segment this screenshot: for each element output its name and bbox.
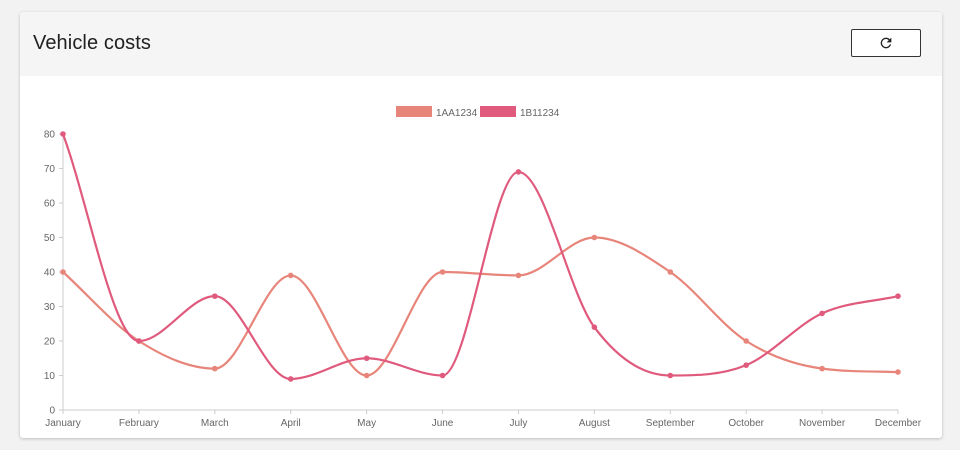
data-point-series-1 (895, 369, 901, 375)
x-tick-label: June (432, 418, 454, 429)
data-point-series-1 (819, 365, 825, 372)
data-point-series-2 (212, 293, 218, 299)
legend-label: 1B11234 (520, 108, 560, 119)
data-point-series-1 (591, 234, 598, 241)
x-tick-label: March (201, 418, 229, 429)
data-point-series-1 (439, 269, 446, 275)
refresh-button[interactable] (851, 29, 921, 57)
legend-label: 1AA1234 (436, 108, 478, 119)
data-point-series-1 (212, 365, 218, 372)
data-point-series-1 (743, 338, 749, 344)
data-point-series-2 (819, 310, 825, 317)
y-tick-label: 0 (49, 406, 55, 417)
x-tick-label: December (875, 418, 922, 429)
data-point-series-2 (667, 372, 674, 379)
data-point-series-2 (591, 324, 598, 330)
x-tick-label: September (646, 418, 696, 429)
x-tick-label: October (728, 418, 764, 429)
y-tick-label: 40 (44, 268, 56, 279)
data-point-series-1 (515, 272, 522, 279)
y-tick-label: 10 (44, 371, 56, 382)
data-point-series-1 (60, 269, 66, 275)
data-point-series-2 (60, 131, 66, 137)
y-tick-label: 30 (44, 302, 56, 313)
data-point-series-2 (287, 376, 294, 382)
line-chart: 0 10 20 30 40 50 60 70 80 January February March Apr… (44, 106, 922, 429)
data-point-series-2 (895, 293, 901, 299)
x-tick-label: January (45, 418, 81, 429)
x-tick-label: August (579, 418, 610, 429)
data-point-series-2 (363, 355, 370, 362)
y-tick-label: 50 (44, 233, 56, 244)
data-point-series-2 (743, 362, 749, 368)
y-tick-label: 60 (44, 199, 56, 210)
data-point-series-2 (515, 169, 522, 175)
y-tick-label: 20 (44, 337, 56, 348)
x-tick-label: July (510, 418, 528, 429)
data-point-series-2 (439, 372, 446, 379)
data-point-series-1 (667, 269, 674, 275)
x-tick-label: April (281, 418, 301, 429)
x-tick-label: May (357, 418, 376, 429)
data-point-series-1 (363, 372, 370, 379)
series-line-2 (61, 133, 899, 381)
y-tick-label: 70 (44, 164, 56, 175)
x-tick-label: February (119, 418, 159, 429)
series-line-1 (62, 236, 899, 377)
chart-area: 0 10 20 30 40 50 60 70 80 January February March Apr… (20, 76, 942, 438)
vehicle-costs-card: Vehicle costs 0 10 20 30 40 50 60 70 80 January Fe… (20, 12, 942, 438)
legend-swatch-1 (396, 106, 432, 117)
data-point-series-2 (136, 338, 142, 344)
legend-swatch-2 (480, 106, 516, 117)
x-tick-label: November (799, 418, 846, 429)
data-point-series-1 (287, 272, 294, 279)
card-header: Vehicle costs (20, 12, 942, 76)
y-tick-label: 80 (44, 130, 56, 141)
refresh-icon (880, 37, 892, 49)
page-title: Vehicle costs (33, 32, 152, 54)
